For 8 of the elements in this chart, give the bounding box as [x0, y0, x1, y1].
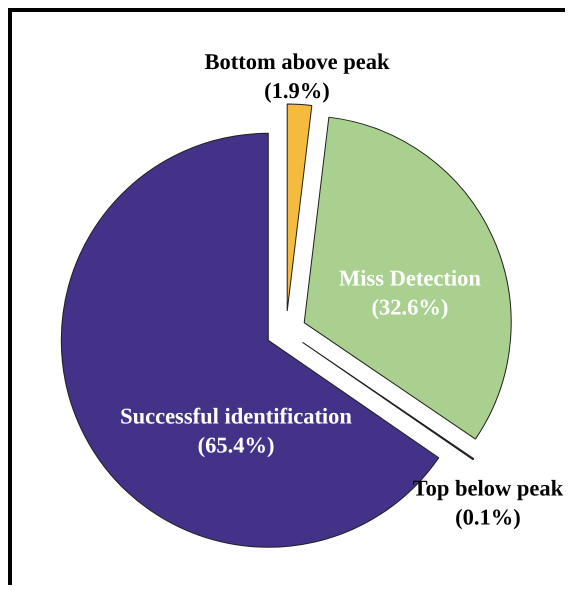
slice-label: Top below peak	[412, 475, 564, 500]
data-label: (32.6%)	[372, 294, 448, 320]
data-label: (0.1%)	[455, 504, 521, 530]
slice-label: Successful identification	[120, 403, 352, 428]
data-label: (65.4%)	[198, 432, 274, 458]
data-label: (1.9%)	[264, 78, 330, 103]
slice-label: Bottom above peak	[204, 48, 390, 74]
slice-label: Miss Detection	[339, 265, 482, 290]
